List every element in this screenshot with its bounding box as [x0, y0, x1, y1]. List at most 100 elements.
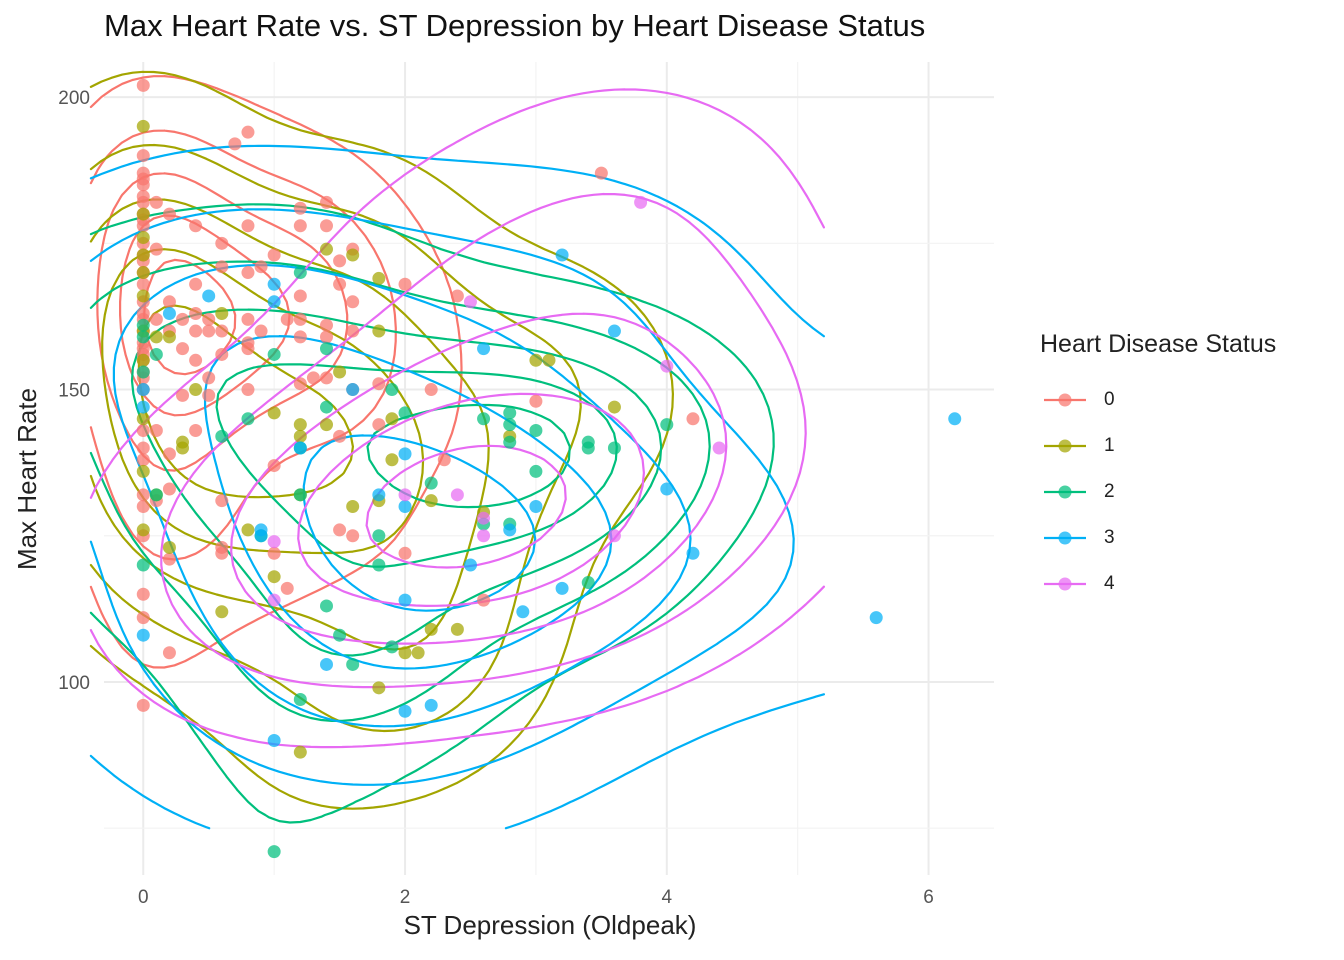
data-point: [346, 324, 360, 338]
data-point: [136, 500, 150, 514]
data-point: [136, 365, 150, 379]
data-point: [463, 295, 477, 309]
legend-key-icon: [1044, 439, 1086, 453]
data-point: [555, 248, 569, 262]
density-contour-line: [89, 260, 711, 722]
chart-title: Max Heart Rate vs. ST Depression by Hear…: [104, 8, 926, 43]
x-tick-label: 0: [138, 887, 149, 908]
data-point: [293, 745, 307, 759]
data-point: [136, 78, 150, 92]
data-point: [372, 271, 386, 285]
data-point: [424, 476, 438, 490]
data-point: [162, 207, 176, 221]
data-point: [189, 307, 203, 321]
legend-title: Heart Disease Status: [1040, 330, 1277, 358]
data-point: [293, 488, 307, 502]
data-point: [267, 347, 281, 361]
scatter-points: [136, 78, 962, 859]
data-point: [189, 423, 203, 437]
x-tick-label: 2: [400, 887, 411, 908]
legend-label: 0: [1104, 389, 1115, 410]
legend-label: 4: [1104, 573, 1115, 594]
data-point: [516, 605, 530, 619]
data-point: [241, 125, 255, 139]
legend-key-icon: [1044, 577, 1086, 591]
data-point: [293, 330, 307, 344]
data-point: [149, 242, 163, 256]
data-point: [385, 453, 399, 467]
density-contour-line: [89, 88, 825, 749]
data-point: [372, 488, 386, 502]
data-point: [136, 230, 150, 244]
axis-ticks: 0 2 4 6 100 150 200: [58, 88, 934, 908]
data-point: [215, 307, 229, 321]
data-point: [136, 611, 150, 625]
data-point: [320, 657, 333, 671]
data-point: [149, 330, 163, 344]
data-point: [477, 529, 491, 543]
data-point: [333, 523, 347, 537]
legend-item: 1: [1040, 423, 1276, 469]
data-point: [372, 529, 386, 543]
data-point: [136, 277, 150, 291]
data-point: [320, 418, 333, 432]
data-point: [320, 330, 333, 344]
legend-label: 1: [1104, 435, 1115, 456]
data-point: [333, 254, 347, 268]
data-point: [162, 646, 176, 660]
data-point: [202, 371, 216, 385]
data-point: [477, 511, 491, 525]
data-point: [293, 693, 307, 707]
data-point: [411, 646, 425, 660]
data-point: [136, 488, 150, 502]
data-point: [542, 353, 556, 367]
data-point: [333, 628, 347, 642]
data-point: [162, 307, 176, 321]
data-point: [424, 622, 438, 636]
data-point: [162, 552, 176, 566]
data-point: [686, 412, 700, 426]
data-point: [293, 219, 307, 233]
legend-key-icon: [1044, 531, 1086, 545]
data-point: [477, 593, 491, 607]
density-contour-line: [89, 203, 775, 824]
data-point: [241, 219, 255, 233]
data-point: [660, 482, 674, 496]
data-point: [136, 248, 150, 262]
data-point: [529, 423, 543, 437]
data-point: [450, 289, 464, 303]
data-point: [228, 137, 242, 151]
data-point: [346, 295, 360, 309]
data-point: [202, 388, 216, 402]
legend-label: 2: [1104, 481, 1115, 502]
data-point: [398, 488, 412, 502]
data-point: [293, 201, 307, 215]
data-point: [424, 698, 438, 712]
data-point: [189, 383, 203, 397]
data-point: [149, 488, 163, 502]
data-point: [293, 441, 307, 455]
data-point: [162, 330, 176, 344]
data-point: [176, 388, 190, 402]
data-point: [189, 219, 203, 233]
data-point: [136, 207, 150, 221]
data-point: [372, 324, 386, 338]
data-point: [267, 295, 281, 309]
data-point: [136, 453, 150, 467]
y-tick-label: 100: [58, 673, 90, 694]
data-point: [607, 324, 621, 338]
y-tick-label: 150: [58, 381, 90, 402]
density-contour-line: [215, 363, 618, 568]
data-point: [136, 330, 150, 344]
legend-item: 4: [1040, 561, 1276, 607]
data-point: [372, 377, 386, 391]
data-point: [267, 570, 281, 584]
data-point: [176, 342, 190, 356]
data-point: [346, 657, 360, 671]
data-point: [634, 195, 648, 209]
data-point: [254, 529, 268, 543]
data-point: [398, 447, 412, 461]
legend-item: 0: [1040, 377, 1276, 423]
data-point: [215, 260, 229, 274]
data-point: [189, 277, 203, 291]
